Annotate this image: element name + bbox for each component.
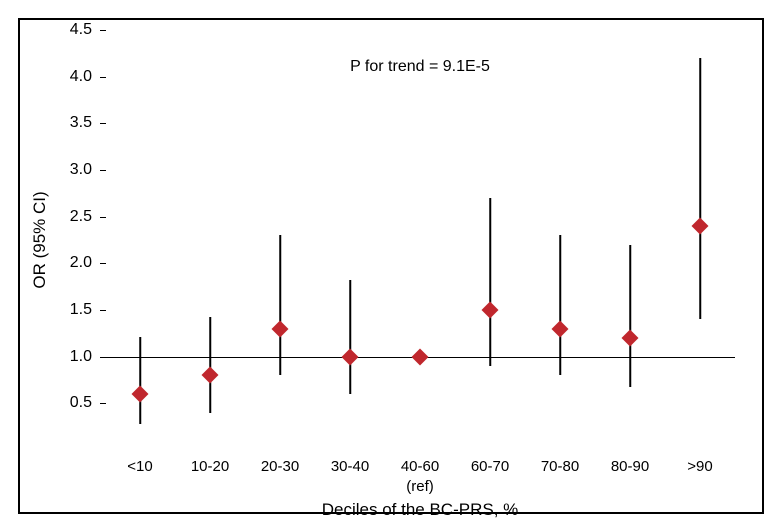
error-bar xyxy=(699,58,701,319)
x-axis-label: Deciles of the BC-PRS, % xyxy=(322,500,519,520)
trend-annotation: P for trend = 9.1E-5 xyxy=(350,58,490,76)
error-bar xyxy=(489,198,491,366)
y-tick-label: 2.5 xyxy=(70,208,92,226)
x-tick-label: 30-40 xyxy=(331,458,369,475)
y-tick-label: 3.5 xyxy=(70,114,92,132)
x-tick-label: >90 xyxy=(687,458,712,475)
y-tick-mark xyxy=(100,217,106,218)
y-tick-mark xyxy=(100,30,106,31)
x-tick-label: <10 xyxy=(127,458,152,475)
chart-frame xyxy=(18,18,764,514)
y-tick-mark xyxy=(100,263,106,264)
error-bar xyxy=(629,245,631,387)
y-tick-label: 1.5 xyxy=(70,301,92,319)
ref-label: (ref) xyxy=(406,478,434,495)
y-tick-label: 2.0 xyxy=(70,254,92,272)
y-tick-mark xyxy=(100,123,106,124)
x-tick-label: 70-80 xyxy=(541,458,579,475)
y-tick-mark xyxy=(100,170,106,171)
y-tick-label: 3.0 xyxy=(70,161,92,179)
y-tick-mark xyxy=(100,403,106,404)
y-tick-label: 0.5 xyxy=(70,394,92,412)
y-tick-mark xyxy=(100,77,106,78)
x-tick-label: 80-90 xyxy=(611,458,649,475)
x-tick-label: 10-20 xyxy=(191,458,229,475)
y-tick-label: 1.0 xyxy=(70,348,92,366)
y-tick-label: 4.0 xyxy=(70,68,92,86)
x-tick-label: 40-60 xyxy=(401,458,439,475)
x-tick-label: 20-30 xyxy=(261,458,299,475)
x-tick-label: 60-70 xyxy=(471,458,509,475)
y-axis-label: OR (95% CI) xyxy=(30,191,50,288)
error-bar xyxy=(279,235,281,375)
y-tick-mark xyxy=(100,310,106,311)
error-bar xyxy=(349,280,351,394)
error-bar xyxy=(559,235,561,375)
forest-plot-chart: OR (95% CI) Deciles of the BC-PRS, % 0.5… xyxy=(0,0,782,532)
error-bar xyxy=(139,337,141,424)
y-tick-label: 4.5 xyxy=(70,21,92,39)
